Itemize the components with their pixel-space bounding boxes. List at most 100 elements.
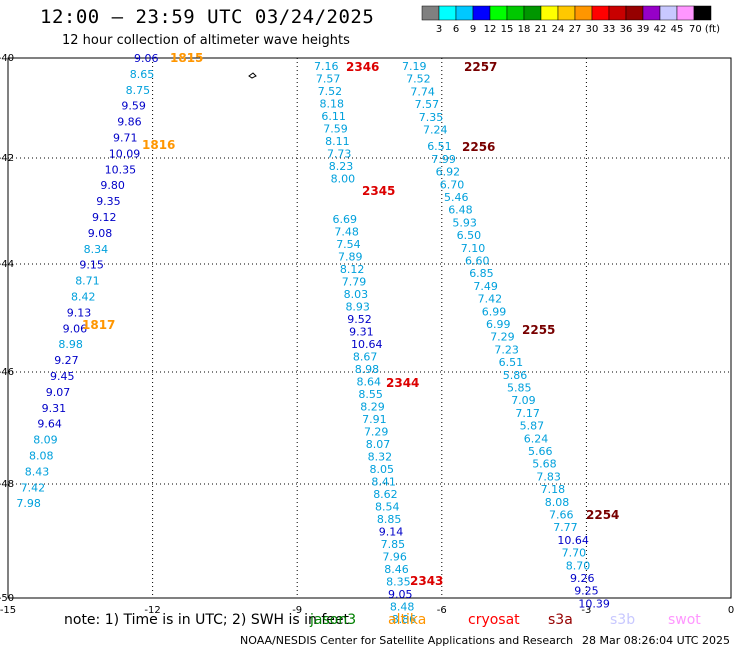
map-frame xyxy=(7,57,732,599)
swh-value: 5.87 xyxy=(520,420,545,433)
swh-value: 10.35 xyxy=(105,163,137,176)
map-subtitle: 12 hour collection of altimeter wave hei… xyxy=(62,33,350,48)
swh-value: 8.32 xyxy=(368,451,393,464)
swh-value: 5.68 xyxy=(532,458,557,471)
swh-value: 7.23 xyxy=(494,343,519,356)
swh-value: 7.10 xyxy=(461,242,486,255)
swh-value: 6.92 xyxy=(436,166,461,179)
swh-value: 5.93 xyxy=(452,216,477,229)
swh-value: 9.31 xyxy=(349,326,374,339)
colorbar-swatch xyxy=(472,5,491,21)
x-tick-label: 0 xyxy=(728,605,734,616)
colorbar-label: 24 xyxy=(552,24,565,35)
satellite-legend-s3a: s3a xyxy=(548,612,573,628)
swh-value: 10.64 xyxy=(557,534,589,547)
swh-value: 7.57 xyxy=(316,73,341,86)
colorbar-swatch xyxy=(421,5,440,21)
pass-time-labels: 1815 1816 1817 2346 2345 2344 2343 2257 2256 2255… xyxy=(82,51,619,588)
swh-value: 5.66 xyxy=(528,445,553,458)
swh-value: 6.11 xyxy=(321,110,346,123)
swh-value: 8.86 xyxy=(392,613,417,626)
footer-note: note: 1) Time is in UTC; 2) SWH is in fe… xyxy=(64,612,350,628)
swh-value: 9.25 xyxy=(574,585,599,598)
colorbar-swatch xyxy=(591,5,610,21)
colorbar-label: 39 xyxy=(637,24,650,35)
swh-value: 9.06 xyxy=(63,322,88,335)
colorbar-label: 21 xyxy=(535,24,548,35)
colorbar-label: 70 (ft) xyxy=(689,24,720,35)
swh-value: 7.54 xyxy=(336,238,361,251)
swh-value: 7.66 xyxy=(549,509,574,522)
swh-value: 9.05 xyxy=(388,588,413,601)
footer-credit: NOAA/NESDIS Center for Satellite Applica… xyxy=(240,634,574,647)
swh-value: 8.98 xyxy=(58,338,83,351)
colorbar-swatch xyxy=(625,5,644,21)
swh-value: 9.15 xyxy=(79,259,104,272)
swh-value: 7.91 xyxy=(362,413,387,426)
swh-value: 7.52 xyxy=(318,85,343,98)
pass-time-label: 1815 xyxy=(170,51,203,65)
swh-value: 5.85 xyxy=(507,382,532,395)
colorbar-label: 30 xyxy=(586,24,599,35)
swh-value: 9.45 xyxy=(50,370,75,383)
swh-value: 7.59 xyxy=(323,123,348,136)
colorbar-swatch xyxy=(455,5,474,21)
swh-value: 8.41 xyxy=(371,476,396,489)
swh-value: 5.46 xyxy=(444,191,469,204)
swh-value: 8.42 xyxy=(71,291,96,304)
colorbar-label: 45 xyxy=(671,24,684,35)
x-tick-label: -12 xyxy=(144,605,160,616)
swh-value: 7.74 xyxy=(410,85,435,98)
y-tick-label: -48 xyxy=(0,479,14,490)
satellite-legend-swot: swot xyxy=(668,612,701,628)
swh-value: 7.09 xyxy=(511,394,536,407)
swh-value: 7.73 xyxy=(327,148,352,161)
pass-time-label: 1817 xyxy=(82,318,115,332)
coastline-fragment xyxy=(248,72,257,79)
colorbar-label: 36 xyxy=(620,24,633,35)
swh-value: 6.51 xyxy=(499,356,523,369)
swh-value: 9.14 xyxy=(379,526,404,539)
colorbar-swatch xyxy=(523,5,542,21)
satellite-legend-altika: altika xyxy=(388,612,427,628)
swh-value: 7.83 xyxy=(536,470,561,483)
swh-value: 8.70 xyxy=(566,559,591,572)
swh-value: 8.71 xyxy=(75,275,100,288)
swh-value: 8.98 xyxy=(355,363,380,376)
swh-value: 9.06 xyxy=(134,52,159,65)
swh-value: 9.52 xyxy=(347,313,372,326)
swh-value: 10.64 xyxy=(351,338,383,351)
swh-value: 8.43 xyxy=(25,465,50,478)
pass-time-label: 2256 xyxy=(462,140,495,154)
swh-value: 7.42 xyxy=(21,481,45,494)
swh-value: 8.65 xyxy=(130,68,155,81)
pass-time-label: 2257 xyxy=(464,60,497,74)
swh-value: 7.85 xyxy=(381,538,406,551)
swh-value: 7.77 xyxy=(553,521,578,534)
satellite-legend-s3b: s3b xyxy=(610,612,636,628)
y-tick-label: -44 xyxy=(0,259,14,270)
swh-value: 7.52 xyxy=(406,73,431,86)
swh-value: 8.12 xyxy=(340,263,365,276)
swh-value: 6.69 xyxy=(333,213,358,226)
colorbar-swatch xyxy=(438,5,457,21)
swh-value: 8.23 xyxy=(329,160,354,173)
y-tick-label: -40 xyxy=(0,53,14,64)
pass-time-label: 2344 xyxy=(386,376,419,390)
swh-value: 8.54 xyxy=(375,501,400,514)
swh-value: 5.86 xyxy=(503,369,528,382)
swh-value: 9.80 xyxy=(100,179,125,192)
colorbar-label: 18 xyxy=(518,24,531,35)
colorbar-label: 12 xyxy=(484,24,497,35)
axis-ticks: -15 -12 -9 -6 -3 0 -40 -42 -44 -46 -48 -50 xyxy=(0,53,734,616)
colorbar-swatch xyxy=(693,5,712,21)
swh-value: 7.18 xyxy=(541,483,566,496)
y-tick-label: -46 xyxy=(0,367,14,378)
swh-value: 8.64 xyxy=(357,376,382,389)
y-tick-label: -42 xyxy=(0,153,14,164)
swh-value: 7.99 xyxy=(431,153,456,166)
colorbar-label: 42 xyxy=(654,24,667,35)
colorbar-swatch xyxy=(574,5,593,21)
pass-time-label: 1816 xyxy=(142,138,175,152)
